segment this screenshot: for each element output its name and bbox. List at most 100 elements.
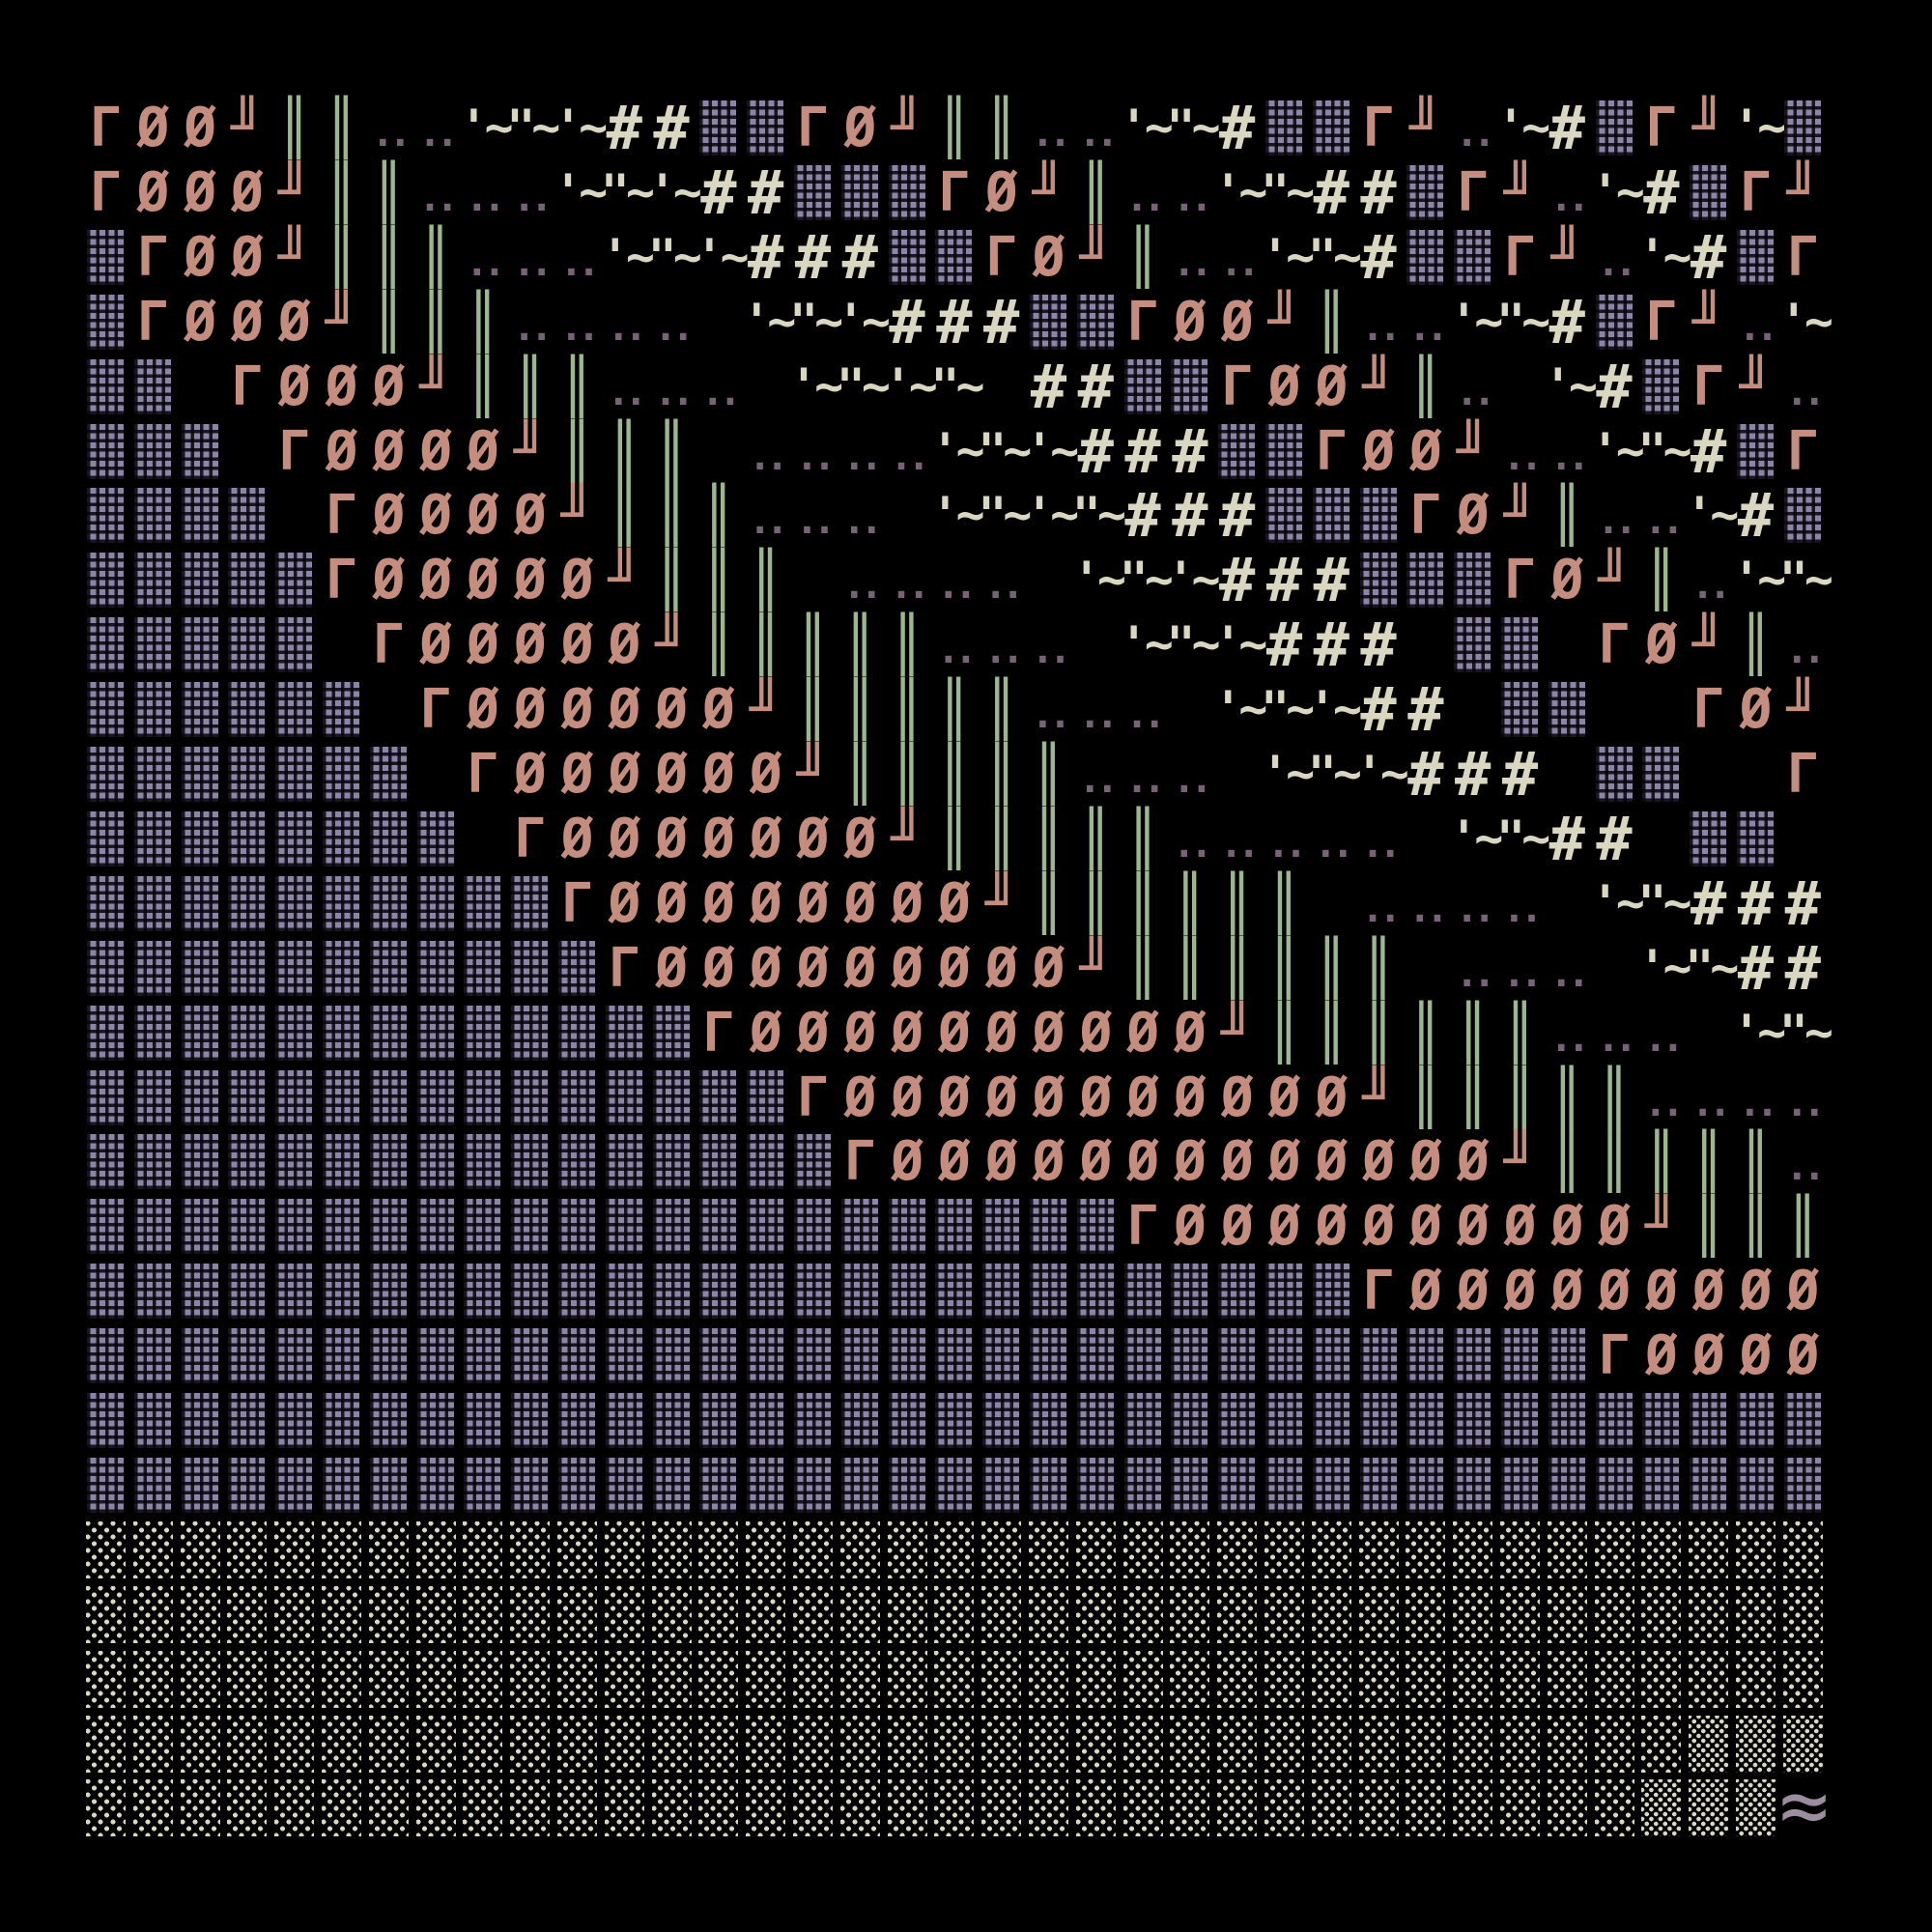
wall-block-tile[interactable] [270, 936, 318, 1001]
pebbles-icon[interactable]: .. [1549, 175, 1590, 220]
wall-block-tile[interactable] [554, 1388, 601, 1453]
wall-block-tile[interactable] [270, 612, 318, 677]
tree-top-right-icon[interactable]: ╜ [1691, 613, 1725, 677]
tree-trunk-icon[interactable]: Ø [277, 290, 311, 354]
floor-dots-tile[interactable] [1213, 1712, 1261, 1776]
pebbles-icon[interactable]: .. [1361, 304, 1402, 350]
wall-block-tile[interactable] [648, 1129, 696, 1194]
floor-dots-tile[interactable] [1261, 1647, 1308, 1712]
tree-trunk-icon[interactable]: Ø [560, 807, 594, 870]
branch-icon[interactable]: ║ [419, 225, 452, 289]
branch-icon[interactable]: ║ [325, 97, 358, 159]
wall-block-tile[interactable] [695, 1453, 742, 1518]
floor-dots-tile[interactable] [412, 1518, 460, 1582]
wall-block-tile[interactable] [1120, 1323, 1167, 1388]
branch-icon[interactable]: ║ [891, 613, 923, 677]
pebbles-icon[interactable]: .. [1455, 369, 1496, 414]
tree-trunk-icon[interactable]: Ø [419, 419, 452, 483]
wall-block-tile[interactable] [129, 1001, 177, 1065]
branch-icon[interactable]: ║ [1550, 1065, 1584, 1129]
wall-block-tile[interactable] [1402, 1323, 1449, 1388]
floor-dots-tile[interactable] [1496, 1776, 1544, 1840]
floor-dots-tile[interactable] [365, 1518, 412, 1582]
floor-dots-tile[interactable] [601, 1776, 648, 1840]
wall-block-tile[interactable] [82, 1001, 129, 1065]
wall-block-tile[interactable] [365, 807, 412, 871]
floor-dots-tile[interactable] [1779, 1647, 1827, 1712]
shrub-icon[interactable]: # [1784, 867, 1821, 939]
wall-block-tile[interactable] [506, 1259, 554, 1323]
wall-block-tile[interactable] [223, 677, 270, 742]
wall-block-tile[interactable] [930, 1453, 978, 1518]
pebbles-icon[interactable]: .. [1031, 628, 1071, 673]
wall-block-tile[interactable] [1402, 548, 1449, 612]
wall-block-tile[interactable] [365, 871, 412, 936]
branch-icon[interactable]: ║ [938, 743, 971, 806]
wall-block-tile[interactable] [270, 677, 318, 742]
wall-block-tile[interactable] [1308, 1323, 1355, 1388]
wall-block-tile[interactable] [506, 936, 554, 1001]
grass-icon[interactable]: '~ [1071, 552, 1126, 609]
tree-trunk-icon[interactable]: Ø [1079, 1130, 1113, 1194]
wall-block-tile[interactable] [601, 1259, 648, 1323]
wall-block-tile[interactable] [1779, 1453, 1827, 1518]
floor-dots-tile[interactable] [1449, 1518, 1496, 1582]
grass-icon[interactable]: "~ [930, 357, 984, 414]
pebbles-icon[interactable]: .. [1125, 175, 1166, 220]
tree-top-right-icon[interactable]: ╜ [1550, 225, 1584, 289]
floor-dots-tile[interactable] [1072, 1712, 1120, 1776]
tree-trunk-icon[interactable]: Ø [938, 1001, 971, 1065]
floor-dots-tile[interactable] [1637, 1518, 1685, 1582]
wall-block-tile[interactable] [742, 1388, 789, 1453]
grass-icon[interactable]: '~ [836, 293, 891, 350]
wall-block-tile[interactable] [177, 1129, 224, 1194]
pebbles-icon[interactable]: .. [936, 628, 978, 673]
branch-icon[interactable]: ║ [560, 355, 594, 418]
wall-block-tile[interactable] [1072, 1259, 1120, 1323]
floor-dots-tile[interactable] [601, 1582, 648, 1647]
wall-block-tile[interactable] [789, 1129, 837, 1194]
wall-block-tile[interactable] [1685, 1388, 1732, 1453]
floor-dots-tile[interactable] [1120, 1518, 1167, 1582]
tree-top-right-icon[interactable]: ╜ [608, 549, 641, 612]
floor-dots-tile[interactable] [82, 1582, 129, 1647]
wall-block-tile[interactable] [1779, 96, 1827, 160]
tree-trunk-icon[interactable]: Ø [1456, 1260, 1490, 1323]
wall-block-tile[interactable] [837, 160, 884, 225]
tree-trunk-icon[interactable]: Ø [1503, 1260, 1537, 1323]
wall-block-tile[interactable] [365, 1453, 412, 1518]
floor-dots-tile[interactable] [1591, 1776, 1638, 1840]
tree-top-left-icon[interactable]: Γ [1126, 290, 1159, 354]
wall-block-tile[interactable] [1072, 290, 1120, 355]
wall-block-tile[interactable] [82, 483, 129, 548]
grass-icon[interactable]: "~ [1119, 552, 1174, 609]
tree-trunk-icon[interactable]: Ø [1032, 1001, 1065, 1065]
floor-dots-tile[interactable] [459, 1518, 506, 1582]
floor-dots-tile[interactable] [1496, 1518, 1544, 1582]
wall-block-tile[interactable] [223, 1323, 270, 1388]
tree-top-left-icon[interactable]: Γ [938, 160, 971, 224]
wall-block-tile[interactable] [1591, 1453, 1638, 1518]
floor-dots-tile[interactable] [930, 1582, 978, 1647]
tree-top-right-icon[interactable]: ╜ [1691, 97, 1725, 159]
tree-top-left-icon[interactable]: Γ [136, 225, 170, 289]
shrub-icon[interactable]: # [889, 286, 925, 357]
wall-block-tile[interactable] [82, 807, 129, 871]
tree-trunk-icon[interactable]: Ø [513, 613, 547, 677]
wall-block-tile[interactable] [129, 483, 177, 548]
tree-trunk-icon[interactable]: Ø [749, 807, 782, 870]
wall-block-tile[interactable] [506, 871, 554, 936]
wall-block-tile[interactable] [837, 1453, 884, 1518]
floor-dots-tile[interactable] [459, 1712, 506, 1776]
shrub-icon[interactable]: # [1077, 415, 1114, 487]
wall-block-tile[interactable] [554, 1001, 601, 1065]
branch-icon[interactable]: ║ [938, 807, 971, 870]
floor-dots-tile[interactable] [601, 1712, 648, 1776]
wall-block-tile[interactable] [318, 936, 365, 1001]
tree-trunk-icon[interactable]: Ø [1126, 1001, 1159, 1065]
wall-block-tile[interactable] [601, 1065, 648, 1130]
wall-block-tile[interactable] [318, 1453, 365, 1518]
tree-trunk-icon[interactable]: Ø [1032, 1065, 1065, 1129]
pebbles-icon[interactable]: .. [1502, 886, 1543, 931]
branch-icon[interactable]: ║ [1598, 1130, 1631, 1194]
